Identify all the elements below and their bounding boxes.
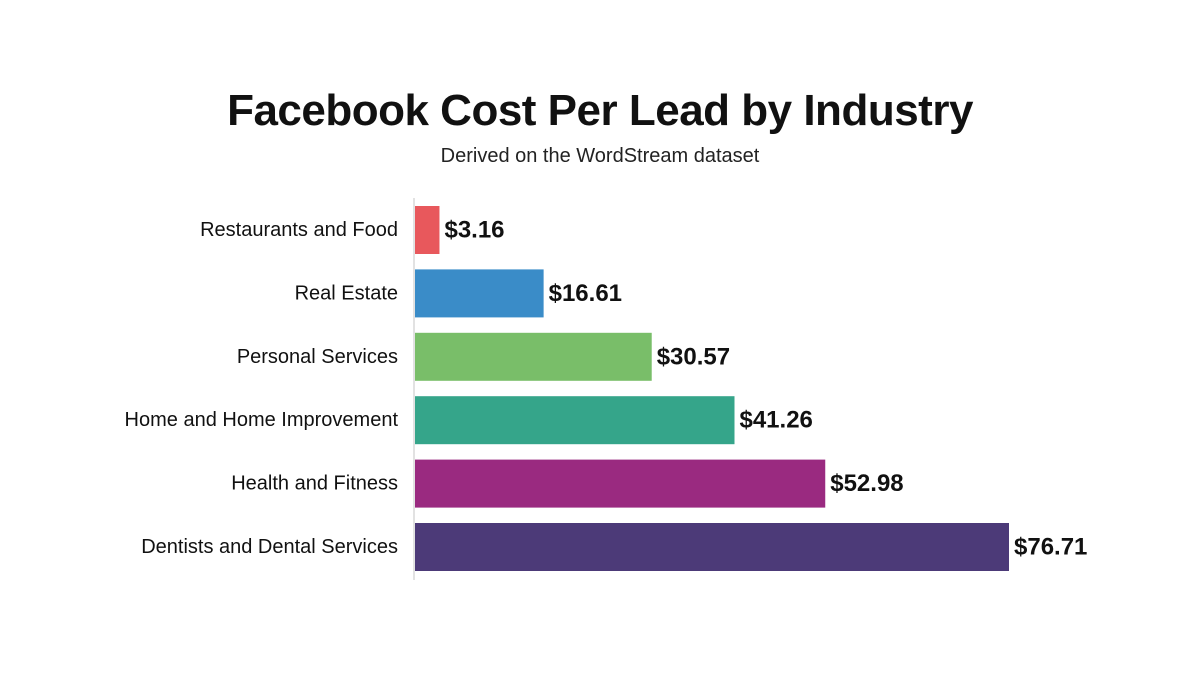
bar — [415, 269, 544, 318]
value-label: $41.26 — [739, 407, 812, 434]
chart-subtitle: Derived on the WordStream dataset — [440, 145, 760, 167]
value-label: $30.57 — [657, 343, 730, 370]
category-label: Dentists and Dental Services — [141, 536, 398, 558]
bar — [415, 206, 440, 254]
value-label: $76.71 — [1014, 534, 1087, 561]
bar — [415, 459, 826, 508]
value-label: $3.16 — [444, 217, 504, 244]
bar — [415, 523, 1009, 571]
value-label: $16.61 — [549, 280, 622, 307]
category-label: Restaurants and Food — [200, 219, 398, 241]
category-label: Personal Services — [237, 346, 398, 368]
bars-group: Restaurants and Food $3.16 Real Estate $16.… — [125, 206, 1087, 571]
bar — [415, 396, 735, 445]
category-label: Real Estate — [295, 282, 398, 304]
chart-title: Facebook Cost Per Lead by Industry — [227, 86, 973, 135]
value-label: $52.98 — [830, 470, 903, 497]
category-label: Health and Fitness — [231, 473, 398, 495]
bar — [415, 332, 652, 381]
category-label: Home and Home Improvement — [125, 409, 399, 431]
